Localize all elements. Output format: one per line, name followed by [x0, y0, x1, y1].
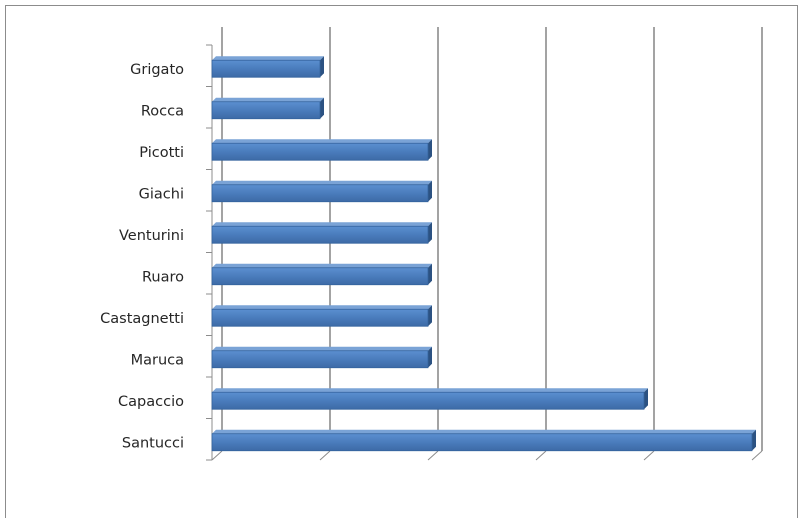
bar-side-face: [428, 346, 432, 368]
bar-top-face: [212, 388, 648, 393]
bar-side-face: [428, 180, 432, 202]
bar-top-face: [212, 305, 432, 310]
bar-front-face: [211, 391, 645, 410]
floor-gridline: [319, 450, 331, 461]
bar-capaccio: [211, 388, 648, 410]
bar-front-face: [211, 59, 321, 78]
bar-side-face: [428, 222, 432, 244]
bar-maruca: [211, 346, 432, 369]
bar-side-face: [752, 429, 756, 451]
bar-front-face: [211, 267, 429, 286]
bar-side-face: [320, 56, 324, 78]
bars: [211, 56, 756, 452]
category-label: Ruaro: [142, 269, 184, 285]
bar-top-face: [212, 139, 432, 144]
bar-top-face: [212, 346, 432, 351]
bar-rocca: [211, 97, 324, 120]
bar-venturini: [211, 222, 432, 244]
bar-front-face: [211, 142, 429, 161]
category-label: Capaccio: [118, 394, 184, 410]
bar-front-face: [211, 101, 321, 120]
bar-picotti: [211, 139, 432, 161]
floor-gridline: [427, 450, 439, 461]
bar-front-face: [211, 308, 429, 327]
bar-side-face: [644, 388, 648, 410]
category-label: Maruca: [131, 352, 184, 368]
category-label: Picotti: [139, 145, 184, 161]
category-label: Grigato: [130, 62, 184, 78]
floor-gridline: [535, 450, 547, 461]
category-label: Giachi: [139, 186, 184, 202]
category-label: Venturini: [119, 228, 184, 244]
bar-side-face: [320, 97, 324, 119]
chart-frame: [5, 5, 798, 518]
bar-front-face: [211, 350, 429, 369]
bar-castagnetti: [211, 305, 432, 327]
bar-top-face: [212, 263, 432, 268]
bar-side-face: [428, 263, 432, 285]
bar-top-face: [212, 56, 324, 61]
category-axis: [206, 44, 213, 461]
category-label: Castagnetti: [100, 311, 184, 327]
floor-gridline: [211, 450, 223, 461]
bar-top-face: [212, 222, 432, 227]
grid-lines: [211, 27, 763, 461]
bar-front-face: [211, 184, 429, 203]
bar-santucci: [211, 429, 756, 452]
bar-top-face: [212, 97, 324, 102]
bar-front-face: [211, 433, 753, 452]
category-label: Santucci: [122, 435, 184, 451]
category-label: Rocca: [141, 103, 184, 119]
bar-ruaro: [211, 263, 432, 286]
bar-front-face: [211, 225, 429, 244]
bar-giachi: [211, 180, 432, 203]
bar-side-face: [428, 139, 432, 161]
category-labels: Santucci Capaccio Maruca Castagnetti Ruaro Ve…: [100, 62, 184, 452]
bar-grigato: [211, 56, 324, 78]
bar-top-face: [212, 180, 432, 185]
bar-side-face: [428, 305, 432, 327]
floor-gridline: [643, 450, 655, 461]
bar-top-face: [212, 429, 756, 434]
floor-gridline: [751, 450, 763, 461]
